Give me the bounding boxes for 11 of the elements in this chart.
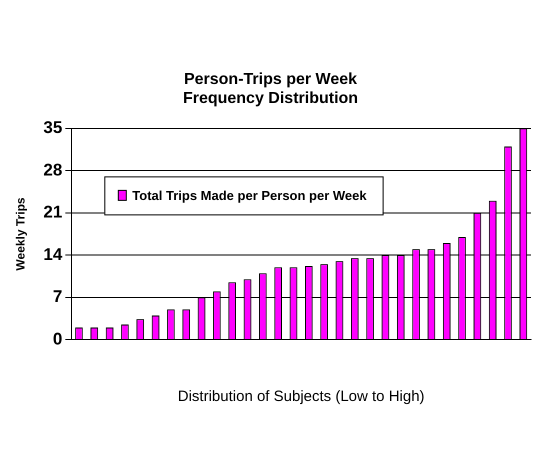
y-tick-label: 28 (43, 160, 62, 180)
y-tick-label: 0 (52, 329, 62, 348)
legend-label: Total Trips Made per Person per Week (132, 188, 368, 203)
text: Person-Trips per Week (184, 71, 358, 88)
y-tick-label: 7 (52, 287, 62, 306)
y-tick-label: 21 (43, 202, 62, 222)
text: Frequency Distribution (182, 90, 358, 108)
y-tick-label: 14 (43, 244, 63, 264)
x-axis-title: Distribution of Subjects (Low to High) (178, 388, 425, 406)
y-axis-title: Weekly Trips (14, 197, 28, 271)
y-tick-label: 35 (43, 118, 62, 138)
